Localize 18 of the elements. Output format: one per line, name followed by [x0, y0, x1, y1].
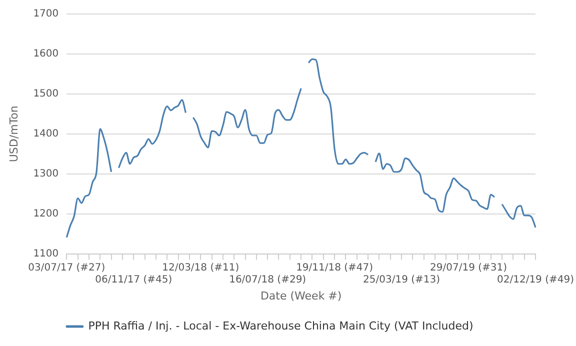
y-tick-label: 1700 — [33, 8, 59, 20]
x-tick-label: 19/11/18 (#47) — [296, 262, 374, 274]
y-tick-label: 1600 — [33, 48, 59, 60]
x-tick-label: 25/03/19 (#13) — [363, 274, 440, 286]
x-tick-label: 02/12/19 (#49) — [497, 274, 574, 286]
y-tick-label: 1400 — [33, 128, 59, 140]
x-tick-label: 29/07/19 (#31) — [430, 262, 508, 274]
y-tick-label: 1500 — [33, 88, 59, 100]
x-tick-label: 06/11/17 (#45) — [95, 274, 172, 286]
y-tick-label: 1300 — [33, 168, 59, 180]
legend-label: PPH Raffia / Inj. - Local - Ex-Warehouse China Main City (VAT Included) — [88, 319, 474, 332]
y-tick-label: 1100 — [33, 248, 59, 260]
y-tick-label: 1200 — [33, 208, 59, 220]
x-tick-label: 12/03/18 (#11) — [162, 262, 240, 274]
x-axis-title: Date (Week #) — [260, 289, 342, 302]
x-tick-label: 03/07/17 (#27) — [28, 262, 106, 274]
y-axis-title: USD/mTon — [7, 106, 20, 162]
x-tick-label: 16/07/18 (#29) — [229, 274, 306, 286]
